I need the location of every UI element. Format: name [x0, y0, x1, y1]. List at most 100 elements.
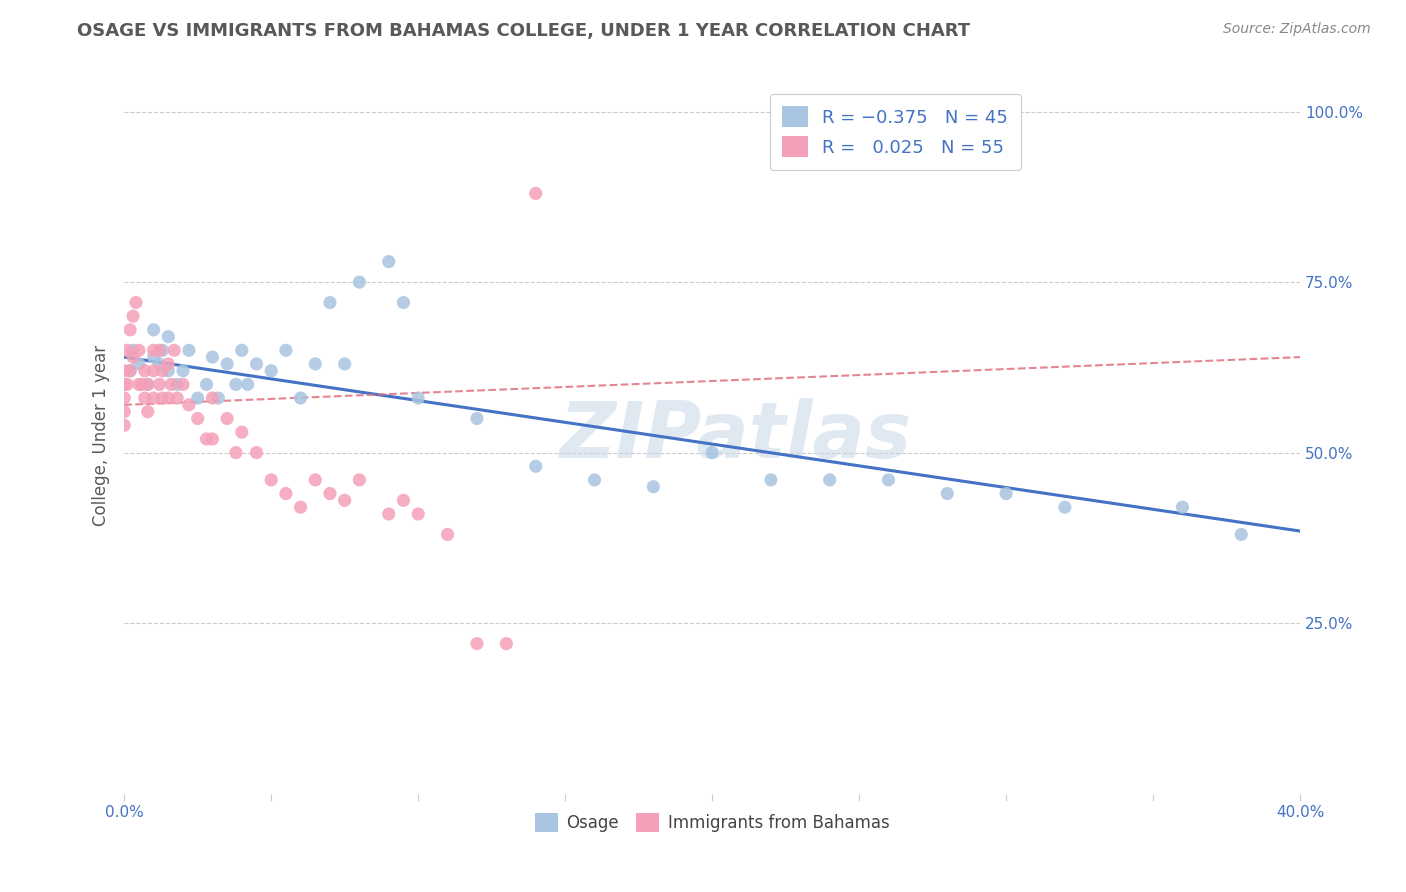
- Point: [152, 391, 174, 405]
- Point: [225, 445, 247, 459]
- Point: [290, 391, 312, 405]
- Point: [136, 405, 159, 419]
- Point: [120, 364, 142, 378]
- Point: [201, 350, 224, 364]
- Point: [333, 357, 356, 371]
- Point: [236, 377, 259, 392]
- Point: [700, 445, 723, 459]
- Point: [1171, 500, 1194, 515]
- Point: [392, 295, 415, 310]
- Point: [172, 377, 194, 392]
- Point: [187, 391, 209, 405]
- Point: [142, 364, 165, 378]
- Point: [157, 329, 180, 343]
- Point: [152, 343, 174, 358]
- Point: [245, 357, 267, 371]
- Point: [122, 343, 145, 358]
- Point: [524, 186, 547, 201]
- Point: [120, 364, 142, 378]
- Point: [157, 357, 180, 371]
- Point: [128, 343, 150, 358]
- Point: [136, 377, 159, 392]
- Point: [142, 343, 165, 358]
- Point: [225, 377, 247, 392]
- Point: [378, 507, 401, 521]
- Point: [524, 459, 547, 474]
- Point: [157, 391, 180, 405]
- Point: [936, 486, 959, 500]
- Point: [643, 480, 665, 494]
- Point: [465, 411, 488, 425]
- Point: [274, 486, 297, 500]
- Point: [260, 473, 283, 487]
- Point: [157, 364, 180, 378]
- Point: [125, 295, 148, 310]
- Point: [122, 309, 145, 323]
- Point: [465, 637, 488, 651]
- Point: [217, 357, 239, 371]
- Point: [112, 377, 135, 392]
- Point: [245, 445, 267, 459]
- Text: ZIPatlas: ZIPatlas: [560, 398, 911, 474]
- Point: [583, 473, 606, 487]
- Point: [142, 323, 165, 337]
- Point: [152, 364, 174, 378]
- Point: [112, 418, 135, 433]
- Point: [231, 425, 253, 439]
- Point: [406, 507, 429, 521]
- Legend: Osage, Immigrants from Bahamas: Osage, Immigrants from Bahamas: [529, 806, 896, 839]
- Point: [166, 377, 188, 392]
- Point: [201, 432, 224, 446]
- Point: [166, 391, 188, 405]
- Point: [304, 473, 326, 487]
- Point: [995, 486, 1018, 500]
- Point: [163, 343, 186, 358]
- Point: [136, 377, 159, 392]
- Point: [392, 493, 415, 508]
- Point: [231, 343, 253, 358]
- Point: [1053, 500, 1076, 515]
- Point: [333, 493, 356, 508]
- Point: [187, 411, 209, 425]
- Point: [112, 391, 135, 405]
- Point: [319, 295, 342, 310]
- Point: [495, 637, 517, 651]
- Point: [115, 343, 138, 358]
- Point: [436, 527, 458, 541]
- Point: [406, 391, 429, 405]
- Point: [217, 411, 239, 425]
- Point: [378, 254, 401, 268]
- Text: Source: ZipAtlas.com: Source: ZipAtlas.com: [1223, 22, 1371, 37]
- Point: [112, 364, 135, 378]
- Y-axis label: College, Under 1 year: College, Under 1 year: [93, 345, 110, 526]
- Point: [172, 364, 194, 378]
- Text: OSAGE VS IMMIGRANTS FROM BAHAMAS COLLEGE, UNDER 1 YEAR CORRELATION CHART: OSAGE VS IMMIGRANTS FROM BAHAMAS COLLEGE…: [77, 22, 970, 40]
- Point: [877, 473, 900, 487]
- Point: [260, 364, 283, 378]
- Point: [1230, 527, 1253, 541]
- Point: [142, 391, 165, 405]
- Point: [128, 377, 150, 392]
- Point: [128, 357, 150, 371]
- Point: [201, 391, 224, 405]
- Point: [195, 377, 218, 392]
- Point: [349, 473, 371, 487]
- Point: [142, 350, 165, 364]
- Point: [759, 473, 782, 487]
- Point: [304, 357, 326, 371]
- Point: [148, 343, 170, 358]
- Point: [148, 377, 170, 392]
- Point: [120, 323, 142, 337]
- Point: [818, 473, 841, 487]
- Point: [115, 377, 138, 392]
- Point: [274, 343, 297, 358]
- Point: [131, 377, 153, 392]
- Point: [112, 405, 135, 419]
- Point: [319, 486, 342, 500]
- Point: [134, 364, 156, 378]
- Point: [122, 350, 145, 364]
- Point: [195, 432, 218, 446]
- Point: [177, 398, 200, 412]
- Point: [207, 391, 229, 405]
- Point: [160, 377, 183, 392]
